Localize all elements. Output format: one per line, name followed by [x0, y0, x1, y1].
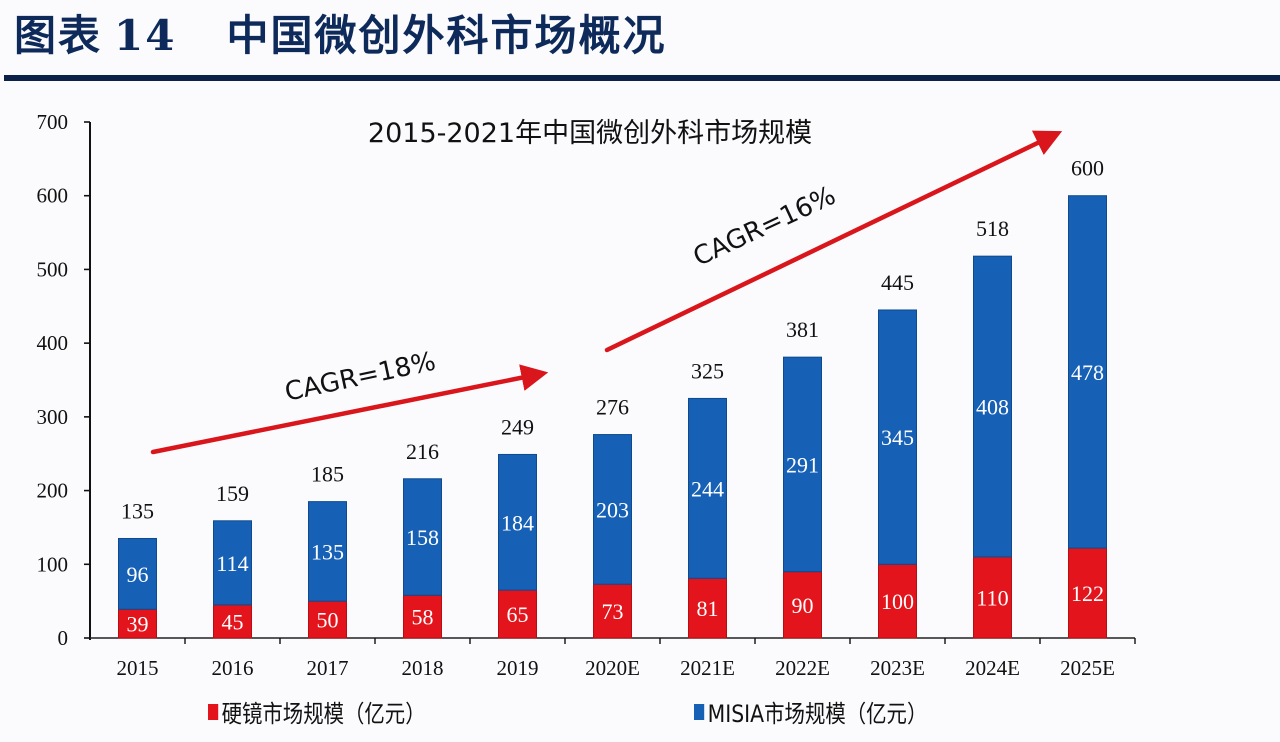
bar-segment-hard-scope	[593, 583, 632, 639]
x-tick-label: 2024E	[965, 656, 1020, 680]
bar-value-label: 203	[596, 497, 629, 522]
bar-value-label: 291	[786, 452, 819, 477]
axes: 0 100 200 300 400 500 600 700 2015 2016 2017 2018 20…	[37, 110, 1136, 680]
bar-segment-hard-scope	[118, 608, 157, 639]
bar-total-label: 249	[501, 414, 534, 439]
bar-value-label: 65	[507, 602, 529, 627]
bar-segment-hard-scope	[213, 604, 252, 639]
bar-value-label: 96	[127, 562, 149, 587]
legend-label: MISIA市场规模（亿元）	[707, 700, 928, 728]
x-tick-label: 2022E	[775, 656, 830, 680]
x-tick-label: 2018	[402, 656, 444, 680]
figure-number: 14	[114, 11, 177, 60]
figure-title: 图表 14 中国微创外科市场概况	[14, 2, 666, 63]
bar-segment-misia	[593, 434, 632, 585]
y-tick-label: 700	[37, 110, 69, 134]
cagr-label: CAGR=16%	[689, 181, 841, 273]
bar-segment-misia	[498, 453, 537, 591]
bar-segment-hard-scope	[1068, 547, 1107, 639]
bar-segment-hard-scope	[308, 600, 347, 639]
bar-value-label: 478	[1071, 360, 1104, 385]
bars	[118, 195, 1107, 639]
bar-segment-misia	[783, 356, 822, 573]
bar-total-label: 381	[786, 317, 819, 342]
x-tick-label: 2016	[212, 656, 254, 680]
legend-swatch-red	[208, 703, 219, 720]
y-tick-label: 400	[37, 331, 69, 355]
bar-value-label: 122	[1071, 581, 1104, 606]
bar-segment-misia	[973, 255, 1012, 558]
x-tick-label: 2015	[117, 656, 159, 680]
bar-value-label: 135	[311, 539, 344, 564]
bar-total-label: 325	[691, 358, 724, 383]
bar-segment-hard-scope	[498, 589, 537, 639]
legend-item-hard-scope: 硬镜市场规模（亿元）	[208, 694, 426, 729]
x-tick-label: 2019	[497, 656, 539, 680]
bar-value-label: 184	[501, 510, 534, 535]
bar-total-label: 518	[976, 216, 1009, 241]
y-tick-label: 0	[58, 626, 69, 650]
bar-segment-hard-scope	[878, 563, 917, 639]
legend-label: 硬镜市场规模（亿元）	[221, 700, 426, 728]
bar-value-label: 39	[127, 612, 149, 637]
figure-label: 图表	[14, 11, 103, 60]
legend-swatch-blue	[694, 703, 705, 720]
bar-total-label: 185	[311, 462, 344, 487]
y-tick-label: 500	[37, 257, 69, 281]
bar-total-label: 445	[881, 270, 914, 295]
bar-segment-misia	[308, 501, 347, 602]
bar-value-label: 100	[881, 589, 914, 614]
bar-total-label: 216	[406, 439, 439, 464]
bar-segment-misia	[213, 520, 252, 606]
figure-title-text: 中国微创外科市场概况	[226, 11, 667, 60]
x-tick-label: 2023E	[870, 656, 925, 680]
data-labels: 39 96 135 45 114 159 50 135 185 58 158 216 65 184 249 7…	[121, 156, 1104, 637]
x-tick-label: 2021E	[680, 656, 735, 680]
bar-value-label: 114	[216, 551, 248, 576]
y-tick-label: 200	[37, 479, 69, 503]
bar-value-label: 50	[317, 608, 339, 633]
bar-value-label: 408	[976, 395, 1009, 420]
chart-title: 2015-2021年中国微创外科市场规模	[368, 118, 812, 149]
bar-segment-misia	[403, 478, 442, 596]
title-divider	[4, 75, 1280, 81]
bar-value-label: 158	[406, 525, 439, 550]
x-tick-label: 2020E	[585, 656, 640, 680]
y-tick-label: 600	[37, 184, 69, 208]
bar-value-label: 110	[976, 585, 1008, 610]
bar-segment-misia	[878, 309, 917, 565]
bar-segment-hard-scope	[973, 556, 1012, 639]
bar-total-label: 159	[216, 481, 249, 506]
bar-value-label: 73	[602, 599, 624, 624]
y-tick-label: 100	[37, 552, 69, 576]
bar-value-label: 58	[412, 605, 434, 630]
bar-segment-misia	[1068, 195, 1107, 549]
bar-total-label: 600	[1071, 156, 1104, 181]
bar-segment-misia	[688, 397, 727, 579]
bar-segment-hard-scope	[688, 577, 727, 639]
bar-value-label: 45	[222, 609, 244, 634]
bar-value-label: 81	[697, 596, 719, 621]
cagr-arrow	[150, 364, 549, 455]
bar-value-label: 244	[691, 476, 724, 501]
y-tick-label: 300	[37, 405, 69, 429]
x-tick-label: 2025E	[1060, 656, 1115, 680]
cagr-arrow	[604, 130, 1063, 353]
bar-value-label: 345	[881, 425, 914, 450]
x-tick-label: 2017	[307, 656, 349, 680]
bar-total-label: 276	[596, 395, 629, 420]
legend-item-misia: MISIA市场规模（亿元）	[694, 694, 927, 729]
bar-segment-misia	[118, 537, 157, 610]
bar-total-label: 135	[121, 498, 154, 523]
bar-value-label: 90	[792, 593, 814, 618]
